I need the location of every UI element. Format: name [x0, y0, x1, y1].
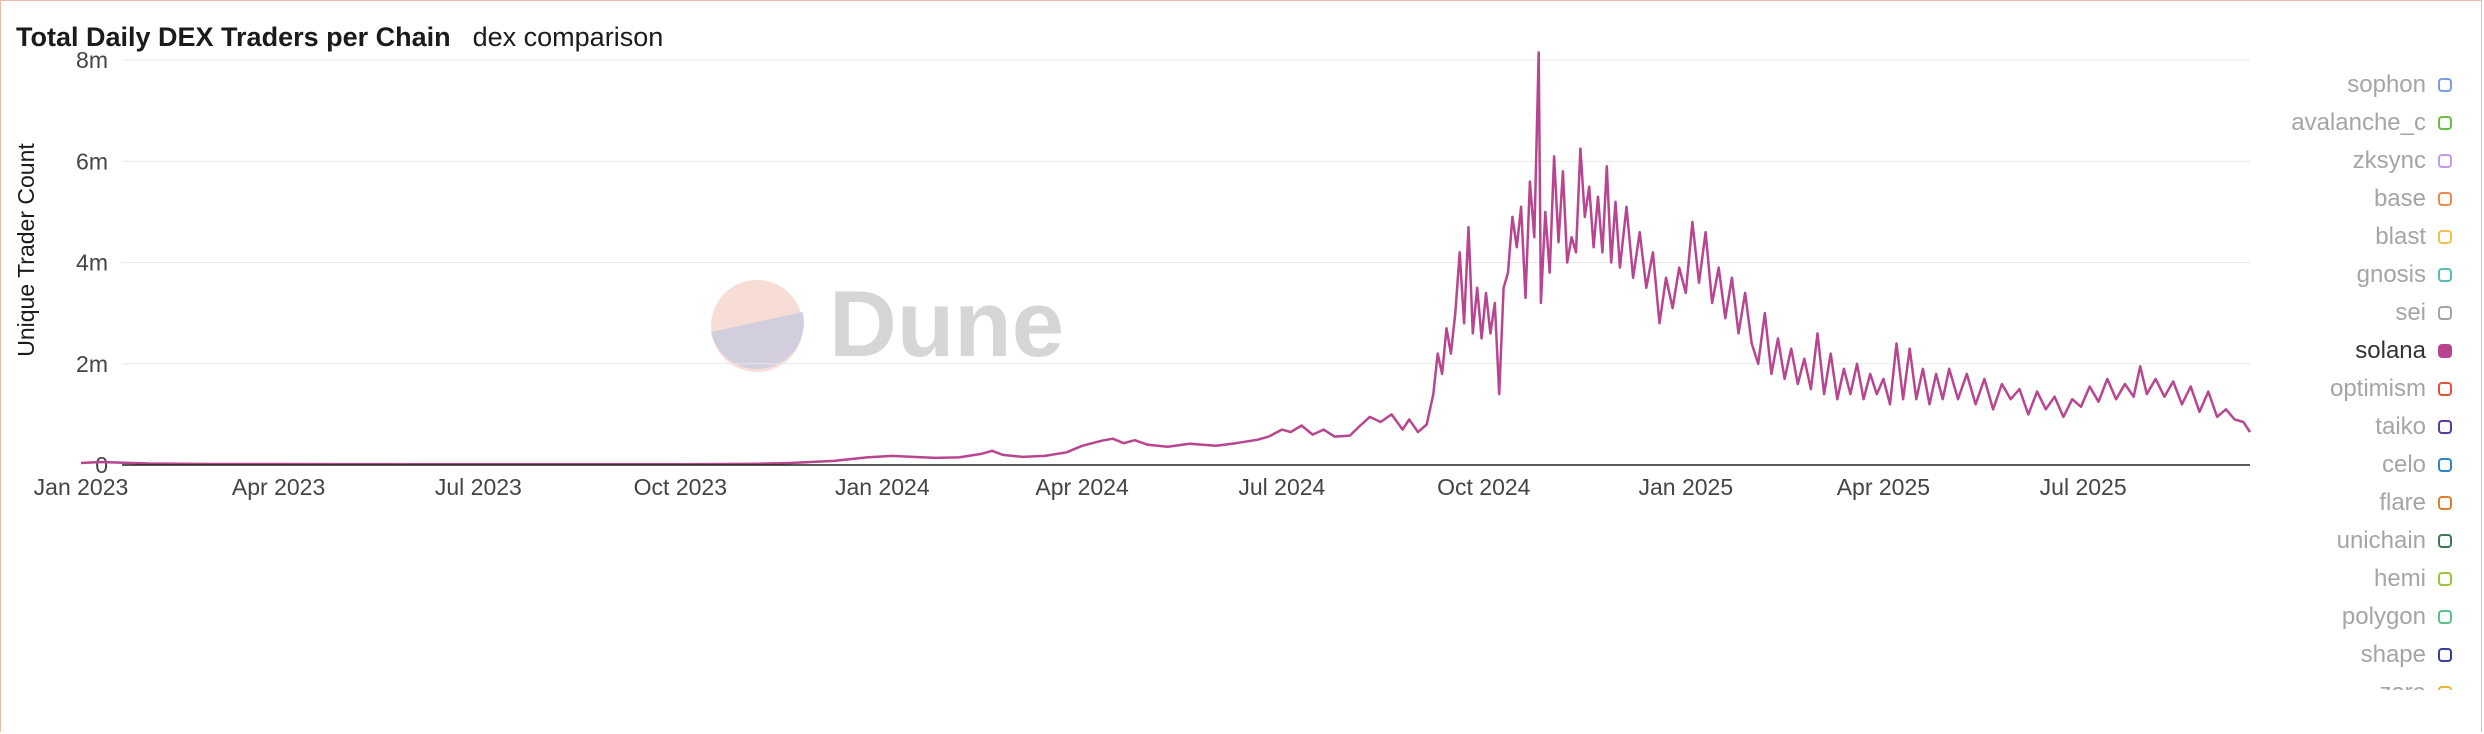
legend-item-optimism[interactable]: optimism — [2152, 370, 2452, 408]
legend-label: shape — [2360, 641, 2426, 668]
series-line-solana — [80, 51, 2252, 466]
legend-item-gnosis[interactable]: gnosis — [2152, 256, 2452, 294]
legend-swatch — [2438, 154, 2452, 168]
legend-label: unichain — [2336, 527, 2426, 554]
legend-item-solana[interactable]: solana — [2152, 332, 2452, 370]
legend-item-unichain[interactable]: unichain — [2152, 522, 2452, 560]
x-tick-label: Jan 2025 — [1638, 474, 1733, 500]
legend-swatch — [2438, 306, 2452, 320]
x-tick-label: Oct 2024 — [1437, 474, 1531, 500]
y-tick-label: 0 — [95, 452, 108, 478]
y-tick-label: 4m — [76, 250, 108, 276]
legend-item-flare[interactable]: flare — [2152, 484, 2452, 522]
legend-item-zksync[interactable]: zksync — [2152, 142, 2452, 180]
y-axis-title: Unique Trader Count — [13, 143, 39, 357]
legend-item-sophon[interactable]: sophon — [2152, 66, 2452, 104]
legend-swatch — [2438, 686, 2452, 690]
x-tick-label: Jul 2024 — [1238, 474, 1325, 500]
legend-swatch — [2438, 116, 2452, 130]
x-tick-label: Apr 2025 — [1837, 474, 1930, 500]
watermark-logo-bottom — [711, 312, 805, 370]
legend-item-celo[interactable]: celo — [2152, 446, 2452, 484]
legend-swatch — [2438, 458, 2452, 472]
legend-swatch — [2438, 496, 2452, 510]
legend-item-sei[interactable]: sei — [2152, 294, 2452, 332]
legend-item-blast[interactable]: blast — [2152, 218, 2452, 256]
legend-label: sophon — [2347, 71, 2426, 98]
legend-label: optimism — [2329, 375, 2426, 402]
legend-item-taiko[interactable]: taiko — [2152, 408, 2452, 446]
legend-label: celo — [2381, 451, 2426, 478]
legend-item-zora[interactable]: zora — [2152, 674, 2452, 690]
legend-swatch — [2438, 572, 2452, 586]
legend-label: blast — [2375, 223, 2426, 250]
legend-label: base — [2373, 185, 2426, 212]
legend-label: polygon — [2341, 603, 2426, 630]
x-tick-label: Jul 2023 — [435, 474, 522, 500]
legend-label: zksync — [2352, 147, 2426, 174]
chart-title: Total Daily DEX Traders per Chain — [16, 21, 451, 52]
series-layer — [80, 51, 2252, 466]
x-axis: Jan 2023 Apr 2023 Jul 2023 Oct 2023 Jan 2024… — [34, 474, 2127, 500]
legend-swatch — [2438, 610, 2452, 624]
legend-label: sei — [2395, 299, 2426, 326]
y-tick-label: 6m — [76, 148, 108, 174]
chart-header: Total Daily DEX Traders per Chain dex co… — [16, 20, 663, 54]
legend-item-polygon[interactable]: polygon — [2152, 598, 2452, 636]
legend-item-base[interactable]: base — [2152, 180, 2452, 218]
y-tick-label: 8m — [76, 47, 108, 73]
y-tick-label: 2m — [76, 351, 108, 377]
legend-swatch — [2438, 382, 2452, 396]
x-tick-label: Oct 2023 — [634, 474, 727, 500]
legend-item-shape[interactable]: shape — [2152, 636, 2452, 674]
legend-label: taiko — [2375, 413, 2426, 440]
legend-swatch — [2438, 344, 2452, 358]
legend-swatch — [2438, 78, 2452, 92]
legend-item-hemi[interactable]: hemi — [2152, 560, 2452, 598]
legend-label: flare — [2379, 489, 2426, 516]
legend-swatch — [2438, 192, 2452, 206]
legend-swatch — [2438, 420, 2452, 434]
legend-label: gnosis — [2356, 261, 2426, 288]
x-tick-label: Jan 2024 — [835, 474, 930, 500]
x-tick-label: Apr 2024 — [1035, 474, 1129, 500]
legend-swatch — [2438, 230, 2452, 244]
legend-label: avalanche_c — [2291, 109, 2426, 136]
legend-label: zora — [2379, 679, 2426, 690]
gridlines — [122, 59, 2250, 466]
y-axis: 0 2m 4m 6m 8m — [76, 47, 108, 478]
watermark-text: Dune — [829, 271, 1064, 376]
legend-swatch — [2438, 268, 2452, 282]
x-tick-label: Jan 2023 — [34, 474, 129, 500]
watermark: Dune — [711, 271, 1064, 376]
legend-label: solana — [2355, 337, 2426, 364]
legend-swatch — [2438, 648, 2452, 662]
legend-item-avalanche_c[interactable]: avalanche_c — [2152, 104, 2452, 142]
chart-subtitle: dex comparison — [472, 21, 664, 52]
legend-swatch — [2438, 534, 2452, 548]
x-tick-label: Apr 2023 — [232, 474, 325, 500]
x-tick-label: Jul 2025 — [2040, 474, 2127, 500]
legend-label: hemi — [2373, 565, 2426, 592]
